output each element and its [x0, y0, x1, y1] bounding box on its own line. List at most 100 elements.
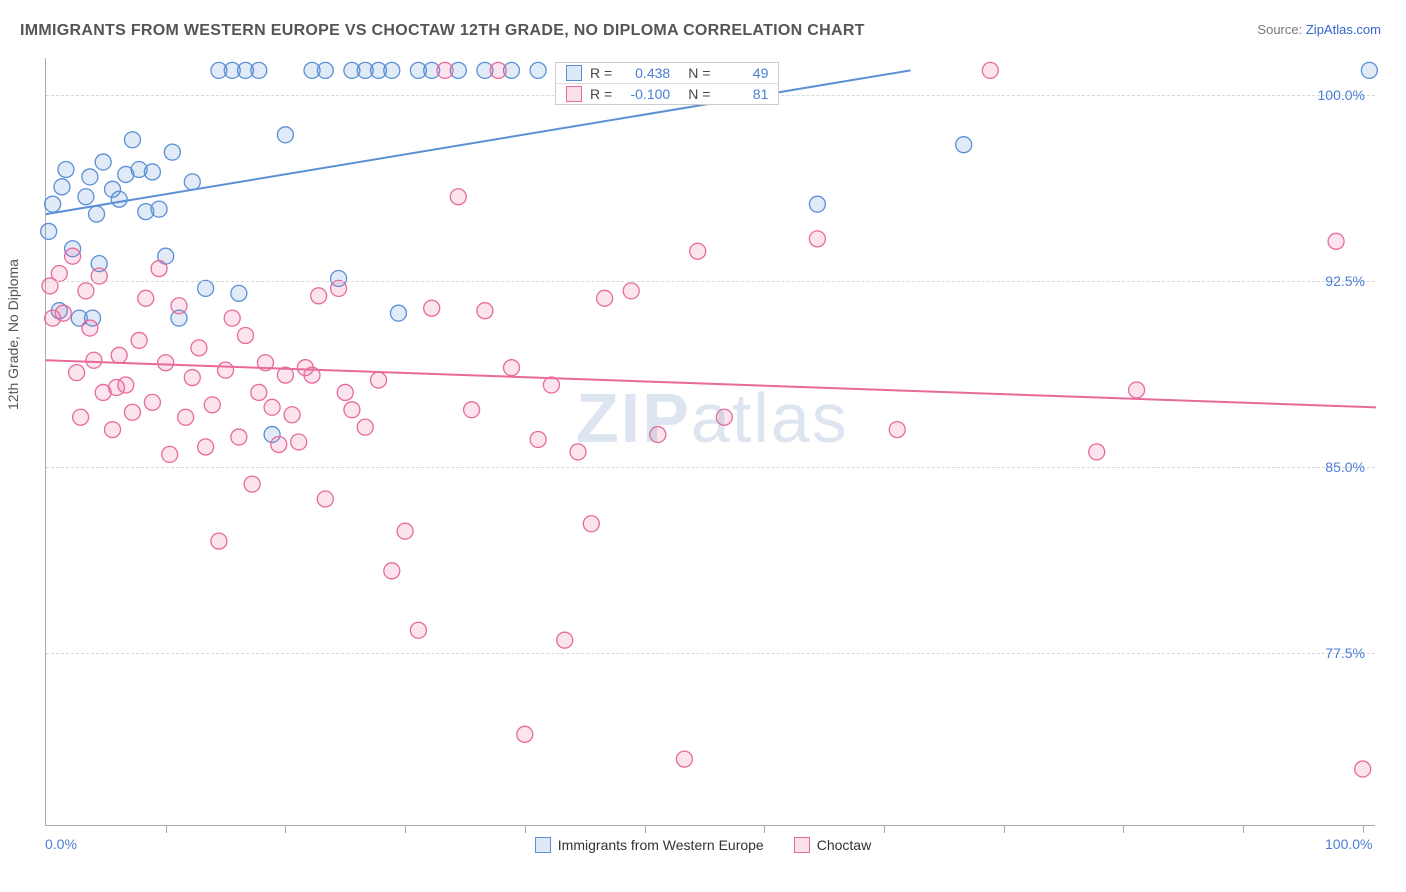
legend-n-label: N = — [688, 86, 710, 102]
data-point — [809, 231, 825, 247]
data-point — [65, 248, 81, 264]
y-tick-label: 77.5% — [1325, 645, 1365, 661]
data-point — [530, 62, 546, 78]
legend-swatch — [794, 837, 810, 853]
data-point — [331, 280, 347, 296]
data-point — [78, 283, 94, 299]
data-point — [251, 384, 267, 400]
legend-stats: R = 0.438 N = 49 R = -0.100 N = 81 — [555, 62, 779, 105]
data-point — [1355, 761, 1371, 777]
x-tick — [764, 825, 765, 833]
data-point — [271, 436, 287, 452]
data-point — [184, 174, 200, 190]
data-point — [162, 446, 178, 462]
data-point — [597, 290, 613, 306]
data-point — [41, 223, 57, 239]
data-point — [151, 201, 167, 217]
data-point — [82, 169, 98, 185]
data-point — [251, 62, 267, 78]
data-point — [198, 439, 214, 455]
data-point — [231, 285, 247, 301]
x-tick — [1123, 825, 1124, 833]
data-point — [82, 320, 98, 336]
data-point — [424, 300, 440, 316]
data-point — [191, 340, 207, 356]
data-point — [650, 427, 666, 443]
data-point — [218, 362, 234, 378]
data-point — [583, 516, 599, 532]
x-tick — [1243, 825, 1244, 833]
data-point — [144, 164, 160, 180]
x-tick — [884, 825, 885, 833]
data-point — [69, 365, 85, 381]
legend-r-label: R = — [590, 65, 612, 81]
x-tick — [405, 825, 406, 833]
legend-n-value: 81 — [718, 86, 768, 102]
data-point — [95, 154, 111, 170]
data-point — [1129, 382, 1145, 398]
data-point — [357, 419, 373, 435]
legend-series-label: Immigrants from Western Europe — [558, 837, 764, 853]
data-point — [464, 402, 480, 418]
source-label: Source: ZipAtlas.com — [1257, 22, 1381, 37]
data-point — [171, 298, 187, 314]
y-axis-title: 12th Grade, No Diploma — [5, 259, 21, 410]
data-point — [51, 266, 67, 282]
data-point — [264, 399, 280, 415]
x-tick — [1363, 825, 1364, 833]
data-point — [371, 372, 387, 388]
data-point — [676, 751, 692, 767]
trend-line — [46, 70, 911, 214]
data-point — [557, 632, 573, 648]
data-point — [111, 347, 127, 363]
data-point — [144, 394, 160, 410]
data-point — [956, 137, 972, 153]
data-point — [317, 62, 333, 78]
data-point — [284, 407, 300, 423]
data-point — [504, 360, 520, 376]
legend-n-label: N = — [688, 65, 710, 81]
data-point — [410, 622, 426, 638]
legend-series-label: Choctaw — [817, 837, 871, 853]
data-point — [138, 290, 154, 306]
data-point — [178, 409, 194, 425]
legend-swatch — [535, 837, 551, 853]
y-tick-label: 92.5% — [1325, 273, 1365, 289]
gridline-h — [46, 281, 1375, 282]
legend-stats-row: R = 0.438 N = 49 — [556, 63, 778, 83]
source-link[interactable]: ZipAtlas.com — [1306, 22, 1381, 37]
data-point — [1089, 444, 1105, 460]
legend-r-label: R = — [590, 86, 612, 102]
legend-series-item: Choctaw — [794, 837, 871, 853]
legend-r-value: -0.100 — [620, 86, 670, 102]
data-point — [437, 62, 453, 78]
data-point — [690, 243, 706, 259]
data-point — [623, 283, 639, 299]
data-point — [73, 409, 89, 425]
data-point — [45, 196, 61, 212]
x-tick — [645, 825, 646, 833]
legend-swatch — [566, 65, 582, 81]
data-point — [118, 377, 134, 393]
legend-n-value: 49 — [718, 65, 768, 81]
data-point — [570, 444, 586, 460]
y-tick-label: 100.0% — [1318, 87, 1365, 103]
data-point — [224, 310, 240, 326]
data-point — [716, 409, 732, 425]
data-point — [543, 377, 559, 393]
legend-series-item: Immigrants from Western Europe — [535, 837, 764, 853]
data-point — [384, 62, 400, 78]
trend-line — [46, 360, 1376, 407]
legend-series: Immigrants from Western Europe Choctaw — [0, 837, 1406, 853]
data-point — [151, 261, 167, 277]
data-point — [158, 355, 174, 371]
data-point — [277, 127, 293, 143]
x-tick — [1004, 825, 1005, 833]
data-point — [105, 422, 121, 438]
legend-r-value: 0.438 — [620, 65, 670, 81]
data-point — [54, 179, 70, 195]
chart-title: IMMIGRANTS FROM WESTERN EUROPE VS CHOCTA… — [20, 22, 865, 40]
data-point — [291, 434, 307, 450]
data-point — [58, 161, 74, 177]
plot-svg — [46, 58, 1375, 825]
